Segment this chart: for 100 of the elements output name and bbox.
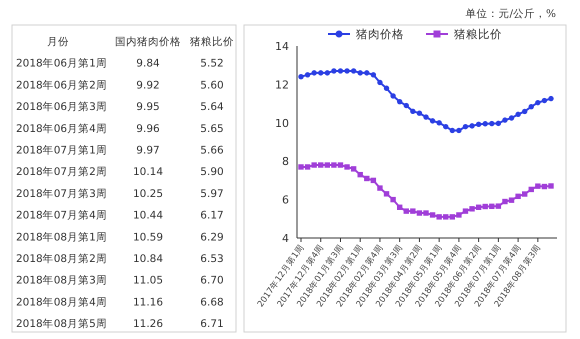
point [496,120,502,126]
category-label: 2018年07月第1周 [16,144,107,156]
y-tick-label: 12 [275,78,289,92]
point [396,98,402,104]
point [535,183,541,189]
point [304,72,310,78]
point [436,214,442,220]
point [396,204,402,210]
point [358,70,363,76]
data-label: 5.60 [200,79,224,92]
point [542,98,548,104]
data-label: 5.52 [200,58,224,70]
category-label: 2018年06月第4周 [16,122,107,135]
point [404,102,409,108]
point [508,197,514,203]
point [496,203,502,209]
point [515,194,521,200]
data-label: 9.92 [136,79,160,92]
data-label: 9.95 [136,101,160,114]
point [502,117,508,123]
y-tick-label: 4 [282,232,289,245]
point [390,196,396,202]
point [344,68,350,74]
point [522,108,528,114]
point [482,121,488,126]
point [364,70,370,76]
y-tick-label: 10 [275,116,289,130]
point [364,176,370,182]
data-label: 5.64 [200,101,224,114]
point [462,124,468,130]
point [404,208,409,214]
point [443,214,448,220]
point [384,191,390,197]
data-label: 5.66 [200,144,224,156]
point [410,108,416,114]
category-label: 2018年06月第3周 [16,101,107,114]
category-label: 2018年08月第1周 [16,231,107,244]
point [469,206,475,212]
point [324,70,330,76]
point [522,191,528,197]
category-label: 2018年08月第4周 [16,296,107,308]
data-label: 6.68 [200,296,224,308]
point [528,186,534,192]
y-tick-label: 14 [275,40,289,53]
point [324,162,330,168]
point [476,122,482,128]
text: 猪粮比价 [190,35,234,48]
point [304,164,310,170]
point [456,212,462,218]
data-label: 6.53 [200,253,224,265]
data-label: 6.17 [200,210,224,222]
data-label: 11.16 [132,296,164,308]
point [370,72,376,78]
point [311,162,317,168]
point [430,118,436,124]
point [542,184,548,190]
point [548,96,554,102]
category-label: 2018年07月第4周 [16,210,107,222]
data-label: 11.26 [132,318,164,330]
point [298,74,304,80]
data-label: 10.84 [132,253,164,265]
point [528,104,534,110]
data-label: 11.05 [132,274,164,287]
point [443,124,448,130]
data-label: 5.65 [200,122,224,135]
point [390,93,396,99]
point [502,198,508,204]
category-label: 2018年06月第2周 [16,79,107,92]
point [350,68,356,74]
category-label: 2018年08月第2周 [16,253,107,265]
point [423,114,429,120]
point [350,166,356,172]
point [535,100,541,106]
point [476,204,482,210]
point [416,110,422,116]
category-label: 2018年06月第1周 [16,58,107,70]
point [416,210,422,216]
point [318,70,324,76]
point [370,178,376,184]
point [450,128,456,134]
text: 单位：元/公斤，% [465,7,556,20]
point [456,128,462,134]
point [311,70,317,76]
category-label: 2018年07月第2周 [16,166,107,178]
data-label: 6.70 [200,274,224,287]
point [436,120,442,126]
category-label: 2018年07月第3周 [16,188,107,200]
data-label: 10.25 [132,188,164,200]
point [489,120,494,126]
legend-label: 猪肉价格 [356,27,404,41]
data-label: 6.71 [200,318,224,330]
point [344,164,350,170]
point [384,86,390,91]
point [482,204,488,210]
point [331,68,337,74]
data-label: 10.14 [132,166,164,178]
text: 月份 [47,36,69,48]
point [377,80,383,86]
y-tick-label: 6 [282,194,289,207]
point [462,208,468,214]
